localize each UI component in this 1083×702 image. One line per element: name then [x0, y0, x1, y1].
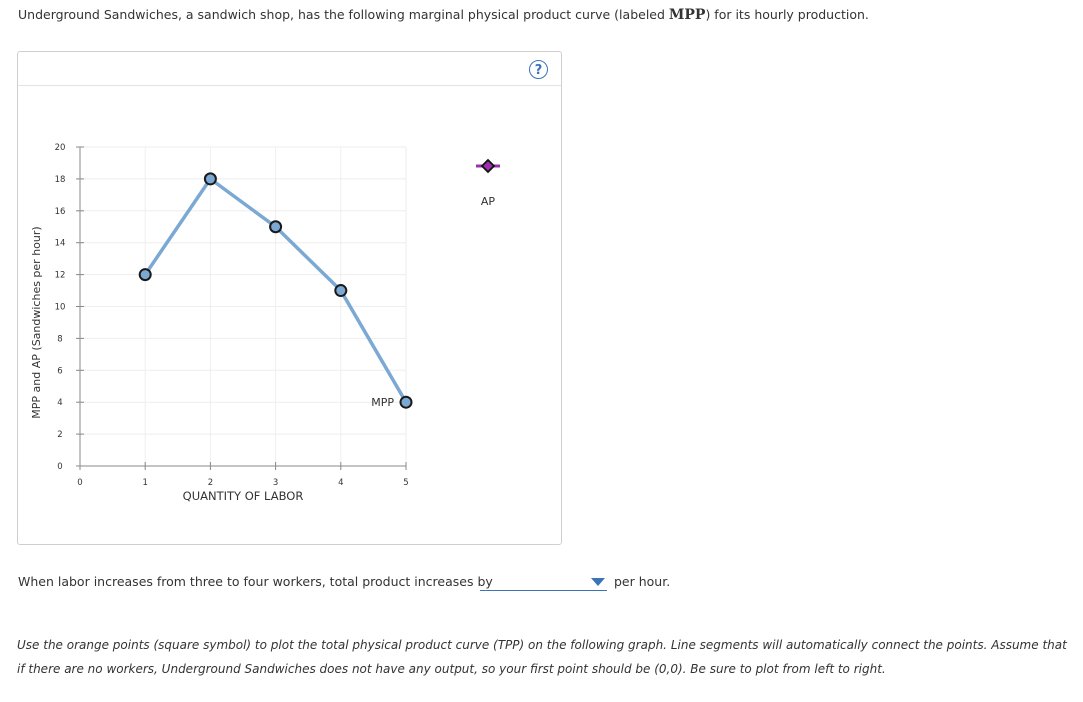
mpp-curve-label: MPP: [371, 396, 394, 409]
answer-dropdown[interactable]: [480, 572, 607, 591]
y-tick-label: 20: [55, 143, 66, 153]
x-tick-label: 0: [77, 478, 82, 488]
mpp-point[interactable]: [203, 172, 217, 186]
x-tick-label: 1: [142, 478, 147, 488]
chart-grid: [80, 146, 407, 466]
y-tick-label: 0: [57, 462, 62, 472]
graph-panel: ? 0 2 4 6 8 10 12 14 16 18 20 0 1 2 3 4 5 QUANTITY OF LAB…: [17, 51, 562, 545]
y-tick-label: 4: [57, 398, 62, 408]
y-tick-label: 18: [55, 175, 66, 185]
y-tick-label: 12: [55, 271, 66, 281]
y-tick-label: 2: [57, 430, 62, 440]
x-axis-title: QUANTITY OF LABOR: [183, 489, 304, 503]
x-tick-label: 5: [403, 478, 408, 488]
mpp-point[interactable]: [138, 268, 152, 282]
chart-series: [138, 172, 413, 409]
y-tick-label: 16: [55, 207, 66, 217]
y-axis-title: MPP and AP (Sandwiches per hour): [30, 226, 43, 418]
y-tick-label: 6: [57, 366, 62, 376]
y-tick-label: 10: [55, 303, 66, 313]
unit-label: per hour.: [614, 574, 671, 589]
x-tick-label: 4: [338, 478, 343, 488]
intro-after: ) for its hourly production.: [705, 7, 869, 22]
x-tick-label: 3: [273, 478, 278, 488]
y-tick-label: 8: [57, 334, 62, 344]
question-text: When labor increases from three to four …: [18, 574, 493, 589]
chevron-down-icon[interactable]: [591, 578, 605, 586]
ap-tool-label: AP: [481, 195, 496, 208]
ap-diamond-icon[interactable]: [480, 158, 496, 174]
intro-before: Underground Sandwiches, a sandwich shop,…: [18, 7, 669, 22]
mpp-point[interactable]: [399, 395, 413, 409]
mpp-term: MPP: [668, 7, 706, 23]
panel-toolbar-divider: [18, 85, 561, 86]
mpp-point[interactable]: [334, 284, 348, 298]
y-tick-label: 14: [55, 239, 66, 249]
x-tick-label: 2: [208, 478, 213, 488]
mpp-point[interactable]: [269, 220, 283, 234]
tool-palette: AP: [476, 158, 500, 208]
chart-axes: [76, 146, 407, 470]
help-icon[interactable]: ?: [529, 60, 548, 79]
instructions-text: Use the orange points (square symbol) to…: [17, 638, 1067, 676]
intro-text: Underground Sandwiches, a sandwich shop,…: [18, 7, 869, 23]
